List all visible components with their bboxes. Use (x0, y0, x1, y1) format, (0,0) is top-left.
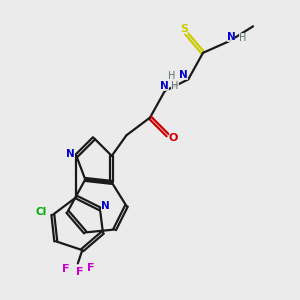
Text: F: F (87, 263, 95, 273)
Text: N: N (160, 81, 169, 91)
Text: S: S (180, 24, 188, 34)
Text: H: H (168, 70, 176, 80)
Text: N: N (179, 70, 188, 80)
Text: N: N (226, 32, 235, 42)
Text: H: H (239, 32, 246, 43)
Text: F: F (62, 264, 70, 274)
Text: N: N (101, 201, 110, 211)
Text: H: H (171, 81, 179, 92)
Text: N: N (66, 149, 75, 159)
Text: Cl: Cl (35, 207, 47, 217)
Text: F: F (76, 267, 83, 277)
Text: O: O (169, 133, 178, 143)
